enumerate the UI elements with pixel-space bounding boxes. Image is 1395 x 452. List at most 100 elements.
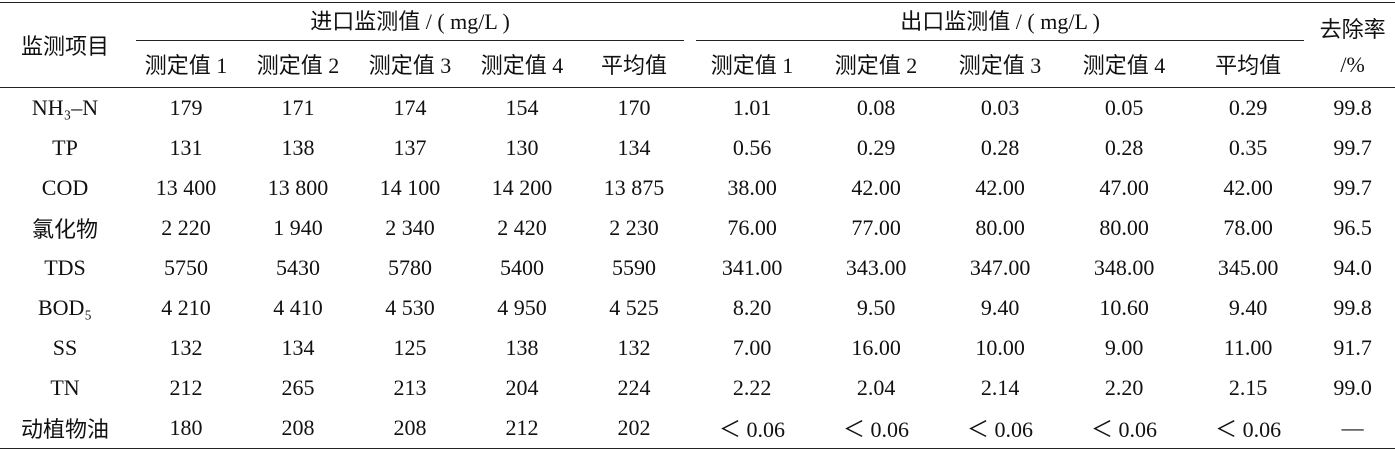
header-cell: 测定值 2	[256, 53, 340, 78]
table-cell: 125	[393, 335, 427, 360]
table-cell: 208	[393, 415, 427, 440]
table-cell: 1 940	[273, 215, 323, 240]
table-cell: 2.20	[1104, 375, 1144, 400]
table-row: 动植物油 180 208 208 212 202 ＜ 0.06 ＜ 0.06 ＜ 0.06 ＜ 0…	[0, 408, 1395, 449]
table-cell: 2 220	[161, 215, 211, 240]
table-cell: 76.00	[727, 215, 777, 240]
table-cell: ＜ 0.06	[967, 417, 1034, 442]
table-cell: 131	[169, 135, 203, 160]
table-cell: 47.00	[1099, 175, 1149, 200]
table-cell: ＜ 0.06	[1091, 417, 1158, 442]
table-header: 监测项目 进口监测值 / ( mg/L ) 出口监测值 / ( mg/L ) 去…	[0, 2, 1395, 88]
table-cell: 138	[505, 335, 539, 360]
table-cell: 0.35	[1228, 135, 1268, 160]
header-group-label: 进口监测值 / ( mg/L )	[136, 4, 685, 41]
header-cell: 去除率 /%	[1310, 3, 1395, 88]
table-cell: 5750	[164, 255, 208, 280]
table-cell: 179	[169, 95, 203, 120]
table-cell: 99.8	[1333, 95, 1372, 120]
table-cell: 212	[169, 375, 203, 400]
header-group: 出口监测值 / ( mg/L )	[690, 3, 1310, 42]
table-cell: 0.56	[732, 135, 772, 160]
row-label: BOD₅	[37, 295, 93, 320]
header-cell: 测定值 4	[1082, 53, 1166, 78]
header-cell: 平均值	[1215, 53, 1282, 78]
header-cell: 测定值 2	[834, 53, 918, 78]
table-cell: 10.60	[1099, 295, 1149, 320]
table-cell: 13 400	[155, 175, 217, 200]
table-cell: 42.00	[851, 175, 901, 200]
header-cell: 测定值 3	[958, 53, 1042, 78]
table-cell: 341.00	[721, 255, 783, 280]
table-cell: 10.00	[975, 335, 1025, 360]
table-cell: 78.00	[1223, 215, 1273, 240]
table-cell: 0.28	[980, 135, 1020, 160]
table-cell: —	[1341, 415, 1364, 440]
table-cell: 96.5	[1333, 215, 1372, 240]
table-cell: 4 410	[273, 295, 323, 320]
header-cell: 监测项目	[20, 34, 109, 59]
table-cell: 138	[281, 135, 315, 160]
table-cell: 170	[617, 95, 651, 120]
table-cell: 132	[169, 335, 203, 360]
table-row: TN 212 265 213 204 224 2.22 2.04 2.14 2.20 2.15 99.…	[0, 368, 1395, 408]
header-row: 监测项目 进口监测值 / ( mg/L ) 出口监测值 / ( mg/L ) 去…	[0, 3, 1395, 78]
table-row: TDS 5750 5430 5780 5400 5590 341.00 343.00 347.0…	[0, 248, 1395, 288]
table-cell: 14 200	[491, 175, 553, 200]
header-cell: 测定值 4	[480, 53, 564, 78]
table-cell: ＜ 0.06	[843, 417, 910, 442]
table-cell: 0.05	[1104, 95, 1144, 120]
table-row: 氯化物 2 220 1 940 2 340 2 420 2 230 76.00 77.00 80…	[0, 208, 1395, 248]
table-cell: 42.00	[1223, 175, 1273, 200]
table-row: TP 131 138 137 130 134 0.56 0.29 0.28 0.28 0.35 99.…	[0, 128, 1395, 168]
table-cell: 171	[281, 95, 315, 120]
table-cell: 137	[393, 135, 427, 160]
table-cell: 7.00	[732, 335, 772, 360]
table-cell: 224	[617, 375, 651, 400]
table-cell: 0.29	[856, 135, 896, 160]
table-cell: 180	[169, 415, 203, 440]
header-line: 去除率	[1319, 17, 1386, 42]
table-cell: 0.28	[1104, 135, 1144, 160]
row-label: 氯化物	[31, 217, 98, 242]
table-cell: 345.00	[1217, 255, 1279, 280]
row-label: TDS	[44, 255, 86, 280]
header-cell: 测定值 3	[368, 53, 452, 78]
table-cell: 2 230	[609, 215, 659, 240]
table-cell: 9.40	[1228, 295, 1268, 320]
table-cell: 2 340	[385, 215, 435, 240]
table-cell: 14 100	[379, 175, 441, 200]
row-label: 动植物油	[20, 417, 109, 442]
header-group: 进口监测值 / ( mg/L )	[130, 3, 690, 42]
table-cell: ＜ 0.06	[1215, 417, 1282, 442]
table-cell: 16.00	[851, 335, 901, 360]
header-cell: 平均值	[601, 53, 668, 78]
table-cell: 5400	[500, 255, 544, 280]
table-cell: 347.00	[969, 255, 1031, 280]
table-row: BOD₅ 4 210 4 410 4 530 4 950 4 525 8.20 9.50 9.4…	[0, 288, 1395, 328]
table-row: NH₃–N 179 171 174 154 170 1.01 0.08 0.03 0.05 0.29…	[0, 88, 1395, 129]
table-cell: ＜ 0.06	[719, 417, 786, 442]
table-body: NH₃–N 179 171 174 154 170 1.01 0.08 0.03 0.05 0.29…	[0, 88, 1395, 449]
table-cell: 9.50	[856, 295, 896, 320]
table-cell: 212	[505, 415, 539, 440]
table-cell: 91.7	[1333, 335, 1372, 360]
header-cell: 测定值 1	[144, 53, 228, 78]
table-cell: 13 875	[603, 175, 665, 200]
row-label: TP	[52, 135, 78, 160]
row-label: NH₃–N	[31, 95, 99, 120]
table-cell: 99.8	[1333, 295, 1372, 320]
table-cell: 4 530	[385, 295, 435, 320]
table-cell: 2.22	[732, 375, 772, 400]
table-cell: 77.00	[851, 215, 901, 240]
table-cell: 94.0	[1333, 255, 1372, 280]
table-cell: 99.0	[1333, 375, 1372, 400]
row-label: SS	[52, 335, 78, 360]
table-cell: 213	[393, 375, 427, 400]
table-cell: 42.00	[975, 175, 1025, 200]
table-row: COD 13 400 13 800 14 100 14 200 13 875 38.00 42…	[0, 168, 1395, 208]
header-group-label: 出口监测值 / ( mg/L )	[696, 4, 1305, 41]
table-cell: 80.00	[1099, 215, 1149, 240]
table-cell: 38.00	[727, 175, 777, 200]
